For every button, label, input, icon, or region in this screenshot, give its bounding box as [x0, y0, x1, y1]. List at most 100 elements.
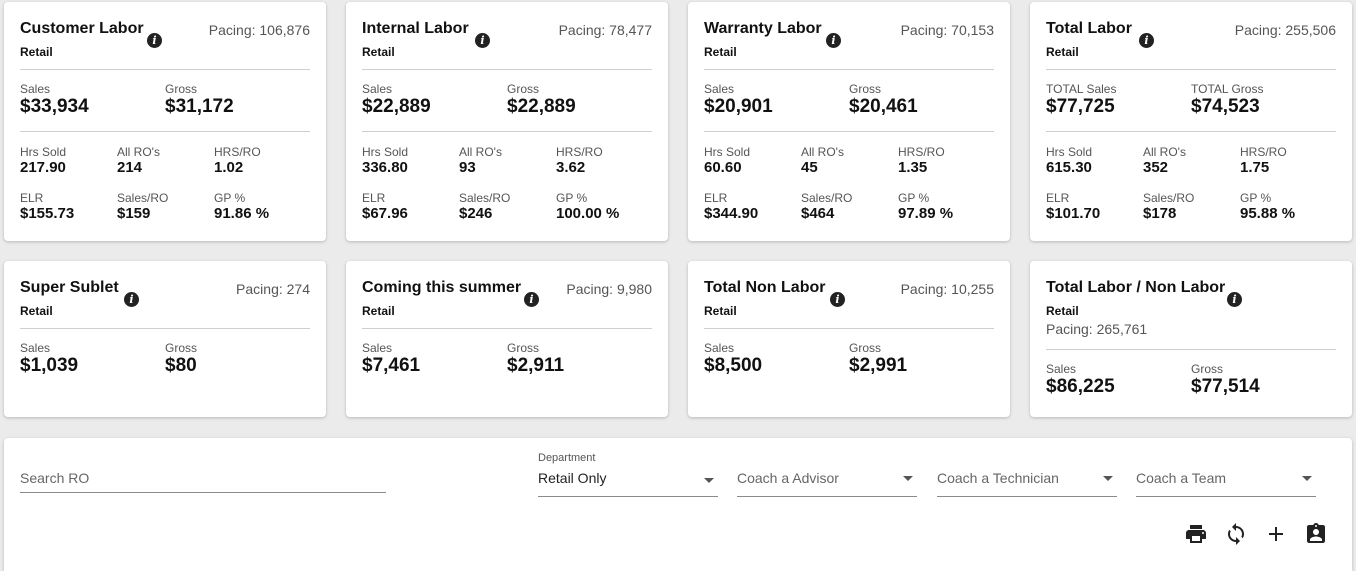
stat-value: 217.90 [20, 159, 66, 176]
pacing-value: Pacing: 106,876 [208, 22, 310, 38]
gross-value: $77,514 [1191, 376, 1260, 397]
divider [704, 69, 994, 70]
card-title: Customer Labor [20, 20, 144, 37]
gross-label: Gross [165, 341, 198, 355]
info-icon[interactable]: i [1139, 33, 1154, 48]
gross-label: TOTAL Gross [1191, 82, 1264, 96]
stat-value: 91.86 % [214, 205, 270, 222]
coach-advisor-select[interactable]: Coach a Advisor [737, 466, 917, 497]
pacing-value: Pacing: 265,761 [1046, 321, 1148, 337]
coach-team-placeholder: Coach a Team [1136, 470, 1227, 486]
stat-label: HRS/RO [1240, 145, 1287, 159]
refresh-icon[interactable] [1224, 522, 1248, 546]
pacing-value: Pacing: 70,153 [900, 22, 994, 38]
hrs-per-ro-stat: HRS/RO 1.35 [898, 146, 945, 177]
gross-value: $20,461 [849, 96, 918, 117]
info-icon[interactable]: i [830, 292, 845, 307]
coach-technician-select[interactable]: Coach a Technician [937, 466, 1117, 497]
card-total-labor-non-labor: Total Labor / Non Labor i Retail Pacing:… [1030, 261, 1352, 417]
card-coming-this-summer: Coming this summer i Retail Pacing: 9,98… [346, 261, 668, 417]
all-ros-stat: All RO's 214 [117, 145, 160, 177]
stat-label: ELR [362, 191, 386, 205]
gp-percent-stat: GP % 95.88 % [1240, 191, 1295, 223]
gross-value: $31,172 [165, 96, 234, 117]
divider [362, 69, 652, 70]
stat-value: 214 [117, 159, 143, 176]
coach-team-select[interactable]: Coach a Team [1136, 466, 1316, 497]
stat-label: All RO's [459, 145, 502, 159]
stat-label: GP % [214, 191, 246, 205]
stat-label: GP % [556, 191, 588, 205]
gross-stat: Gross $22,889 [507, 83, 576, 118]
stat-label: All RO's [1143, 145, 1186, 159]
card-title: Coming this summer [362, 279, 522, 296]
gross-stat: Gross $2,991 [849, 342, 907, 377]
stat-label: GP % [1240, 191, 1272, 205]
info-icon[interactable]: i [524, 292, 539, 307]
divider [1046, 349, 1336, 350]
info-icon[interactable]: i [1227, 292, 1242, 307]
hrs-sold-stat: Hrs Sold 217.90 [20, 146, 66, 177]
pacing-value: Pacing: 10,255 [900, 281, 994, 297]
stat-value: 336.80 [362, 159, 408, 176]
stat-value: $159 [117, 205, 151, 222]
divider [20, 69, 310, 70]
chevron-down-icon [1103, 476, 1113, 481]
pacing-value: Pacing: 78,477 [558, 22, 652, 38]
info-icon[interactable]: i [124, 292, 139, 307]
department-select[interactable]: Department Retail Only [538, 452, 718, 497]
stat-label: All RO's [801, 145, 844, 159]
stat-label: Sales/RO [459, 191, 511, 205]
elr-stat: ELR $101.70 [1046, 192, 1100, 223]
stat-value: $67.96 [362, 205, 408, 222]
stat-value: 60.60 [704, 159, 742, 176]
sales-label: Sales [704, 341, 735, 355]
card-internal-labor: Internal Labor i Retail Pacing: 78,477 S… [346, 2, 668, 241]
search-ro-input[interactable]: Search RO [20, 466, 386, 493]
gross-label: Gross [1191, 362, 1224, 376]
card-subtitle: Retail [1046, 45, 1079, 59]
stat-label: ELR [704, 191, 728, 205]
pacing-value: Pacing: 9,980 [566, 281, 652, 297]
sales-label: Sales [20, 341, 51, 355]
stat-value: $246 [459, 205, 493, 222]
elr-stat: ELR $344.90 [704, 191, 758, 223]
hrs-sold-stat: Hrs Sold 60.60 [704, 146, 750, 177]
divider [1046, 69, 1336, 70]
pacing-value: Pacing: 255,506 [1234, 22, 1336, 38]
gp-percent-stat: GP % 100.00 % [556, 191, 619, 223]
gp-percent-stat: GP % 97.89 % [898, 192, 953, 223]
card-title: Super Sublet [20, 279, 119, 296]
hrs-per-ro-stat: HRS/RO 1.75 [1240, 145, 1287, 177]
stat-label: All RO's [117, 145, 160, 159]
hrs-per-ro-stat: HRS/RO 3.62 [556, 146, 603, 177]
sales-stat: Sales $33,934 [20, 83, 89, 118]
print-icon[interactable] [1184, 522, 1208, 546]
gross-value: $80 [165, 355, 197, 376]
all-ros-stat: All RO's 93 [459, 145, 502, 177]
divider [362, 328, 652, 329]
sales-value: $20,901 [704, 96, 773, 117]
stat-label: Sales/RO [1143, 191, 1195, 205]
info-icon[interactable]: i [826, 33, 841, 48]
stat-label: Hrs Sold [362, 145, 409, 159]
all-ros-stat: All RO's 352 [1143, 145, 1186, 177]
gross-label: Gross [849, 82, 882, 96]
card-total-labor: Total Labor i Retail Pacing: 255,506 TOT… [1030, 2, 1352, 241]
info-icon[interactable]: i [147, 33, 162, 48]
stat-value: 45 [801, 159, 818, 176]
sales-label: Sales [362, 341, 393, 355]
card-subtitle: Retail [20, 45, 53, 59]
gross-stat: Gross $77,514 [1191, 363, 1260, 398]
sales-value: $33,934 [20, 96, 89, 117]
sales-label: Sales [1046, 362, 1077, 376]
card-subtitle: Retail [362, 45, 395, 59]
info-icon[interactable]: i [475, 33, 490, 48]
divider [704, 328, 994, 329]
add-icon[interactable] [1264, 522, 1288, 546]
gp-percent-stat: GP % 91.86 % [214, 191, 270, 223]
assignment-icon[interactable] [1304, 522, 1328, 546]
card-warranty-labor: Warranty Labor i Retail Pacing: 70,153 S… [688, 2, 1010, 241]
divider [1046, 131, 1336, 132]
pacing-value: Pacing: 274 [236, 281, 310, 297]
